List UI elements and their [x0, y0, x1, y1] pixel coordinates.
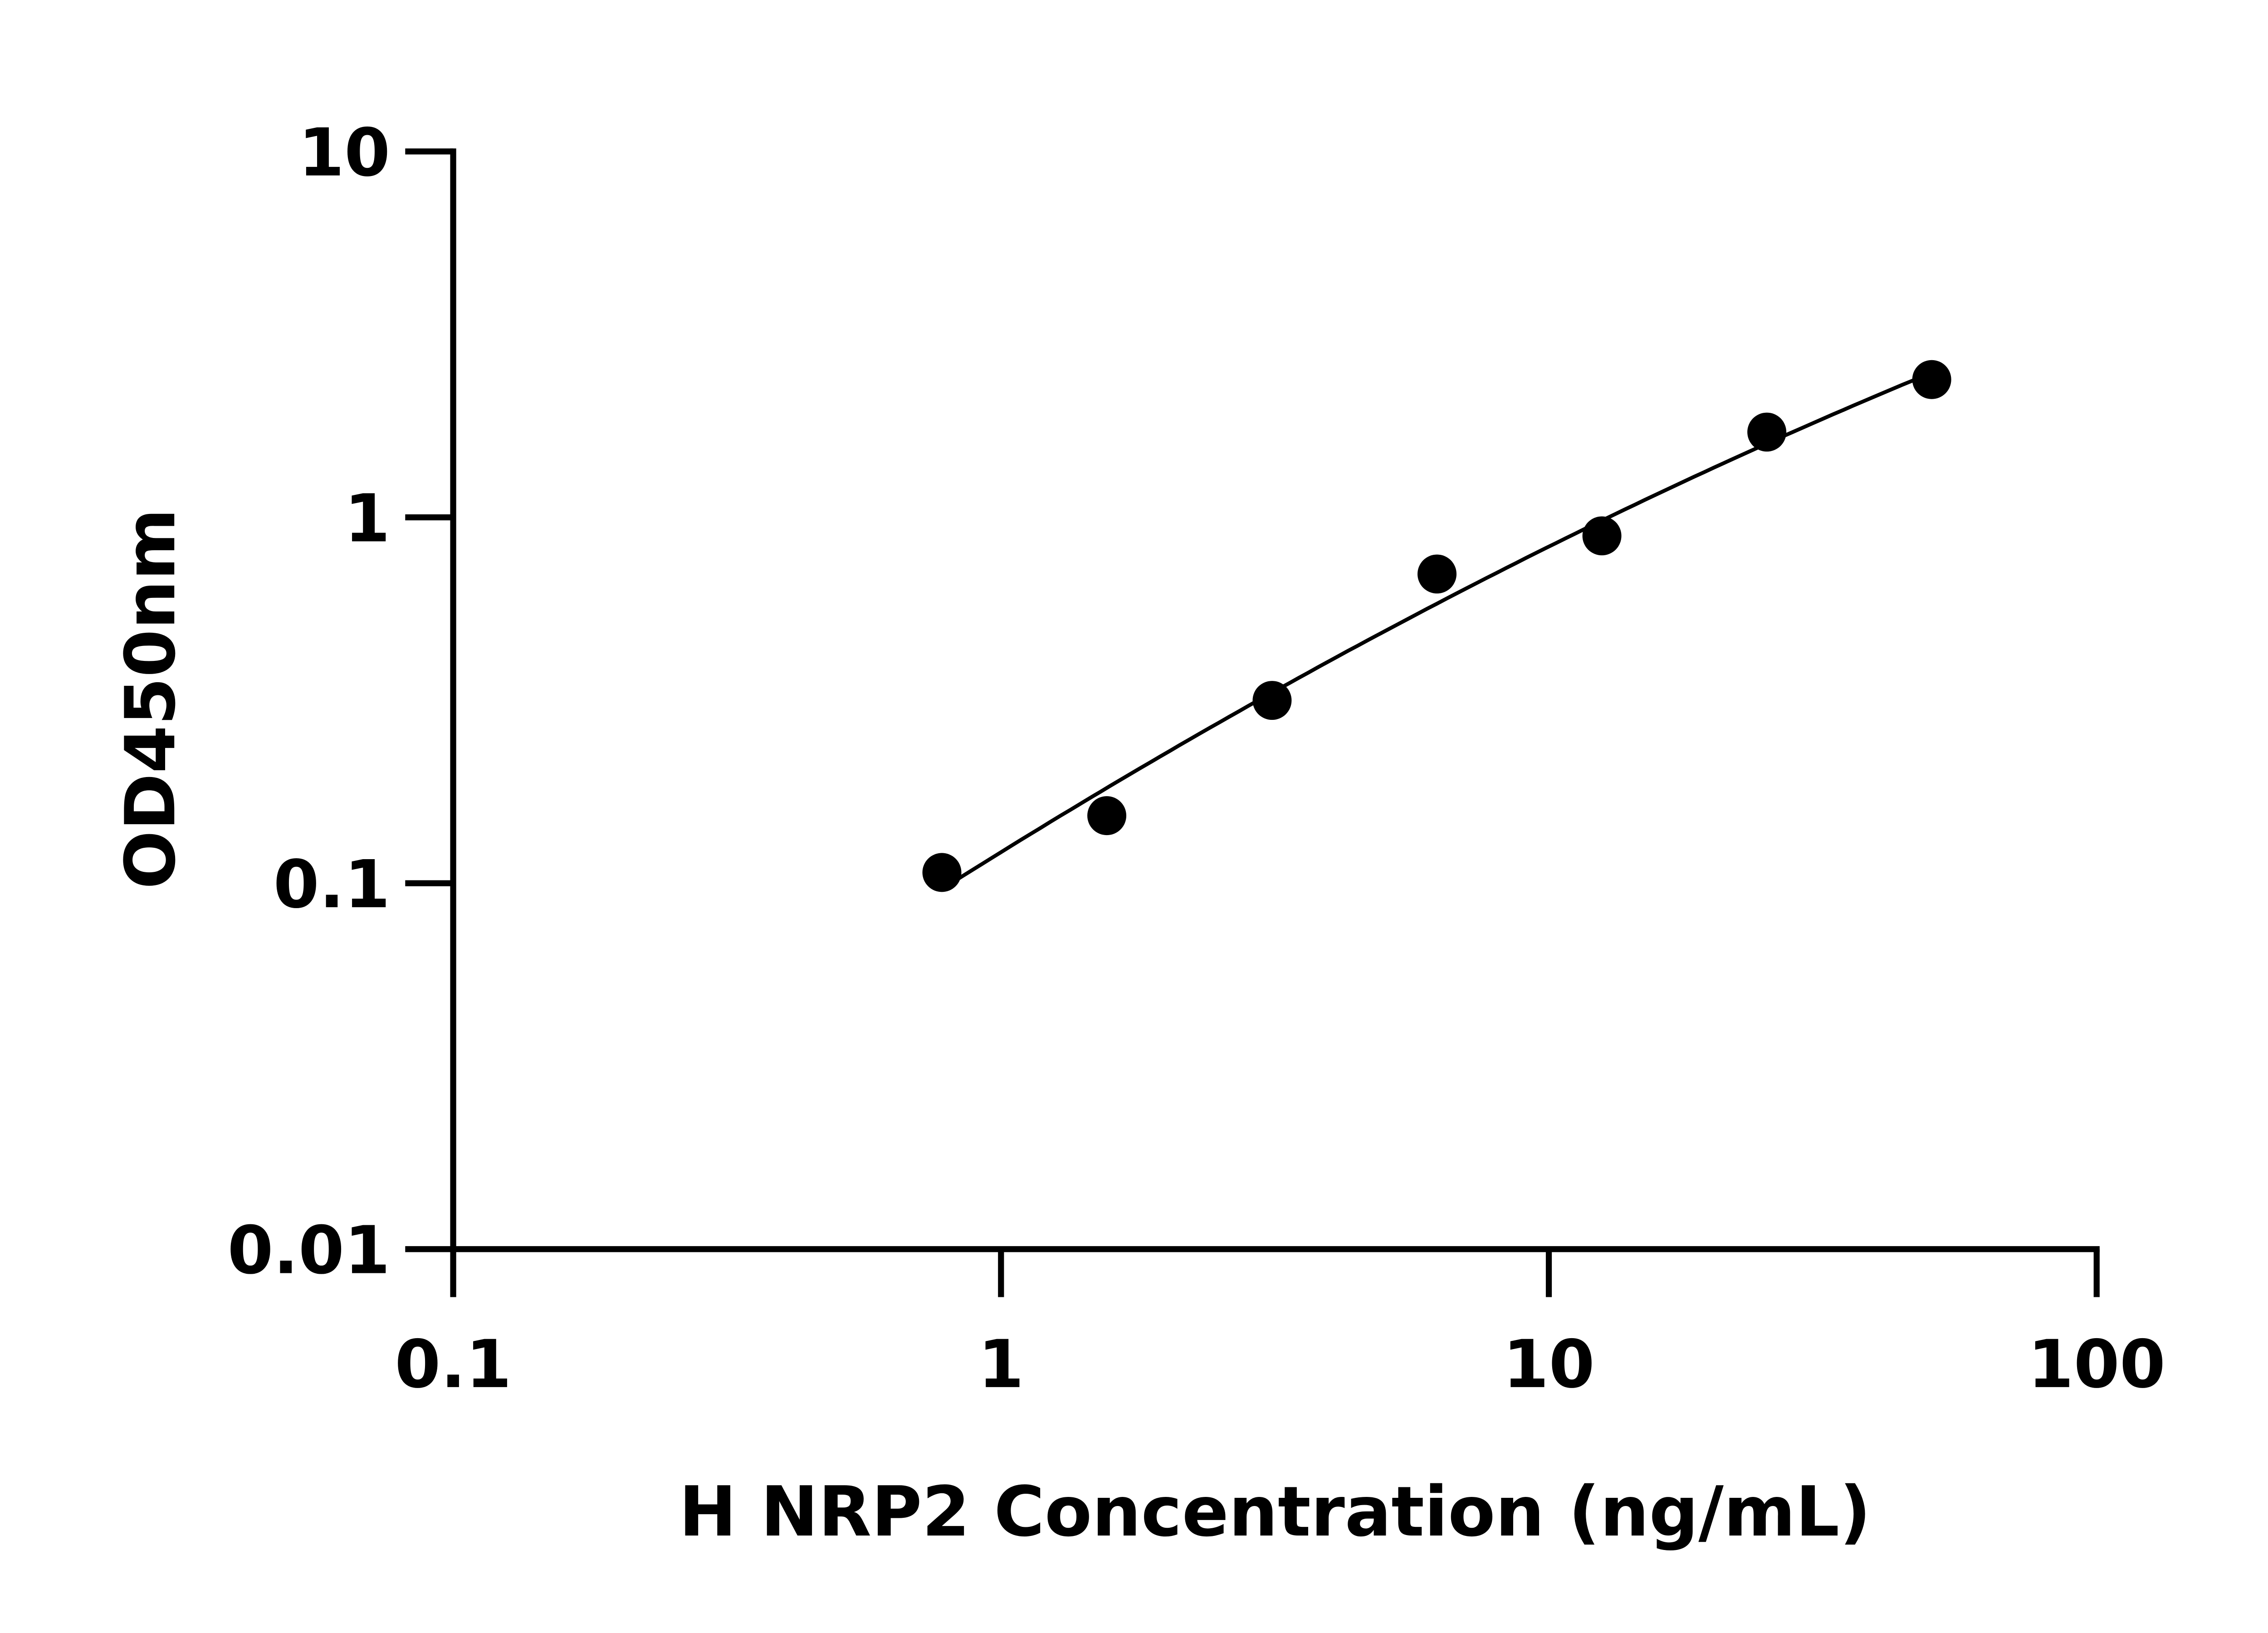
x-tick-label: 10	[1503, 1326, 1594, 1403]
x-tick-label: 100	[2028, 1326, 2165, 1403]
data-points	[922, 360, 1951, 892]
y-tick-label: 0.01	[227, 1213, 390, 1289]
x-axis-label: H NRP2 Concentration (ng/mL)	[679, 1472, 1871, 1552]
data-point	[1418, 554, 1457, 594]
y-tick-label: 1	[344, 480, 390, 557]
data-point	[1582, 516, 1622, 556]
axes	[450, 148, 2100, 1252]
y-tick-label: 0.1	[274, 846, 391, 923]
data-point	[1252, 681, 1292, 720]
y-tick-label: 10	[298, 115, 390, 191]
x-tick-label: 1	[978, 1326, 1024, 1403]
y-ticks: 0.01 0.1 1 10	[227, 115, 454, 1289]
x-tick-label: 0.1	[395, 1326, 512, 1403]
y-axis-label: OD450nm	[110, 508, 191, 890]
data-point	[922, 853, 962, 892]
data-point	[1747, 412, 1787, 452]
data-point	[1912, 360, 1951, 399]
x-ticks: 0.1 1 10 100	[395, 1249, 2165, 1403]
data-point	[1087, 796, 1127, 836]
